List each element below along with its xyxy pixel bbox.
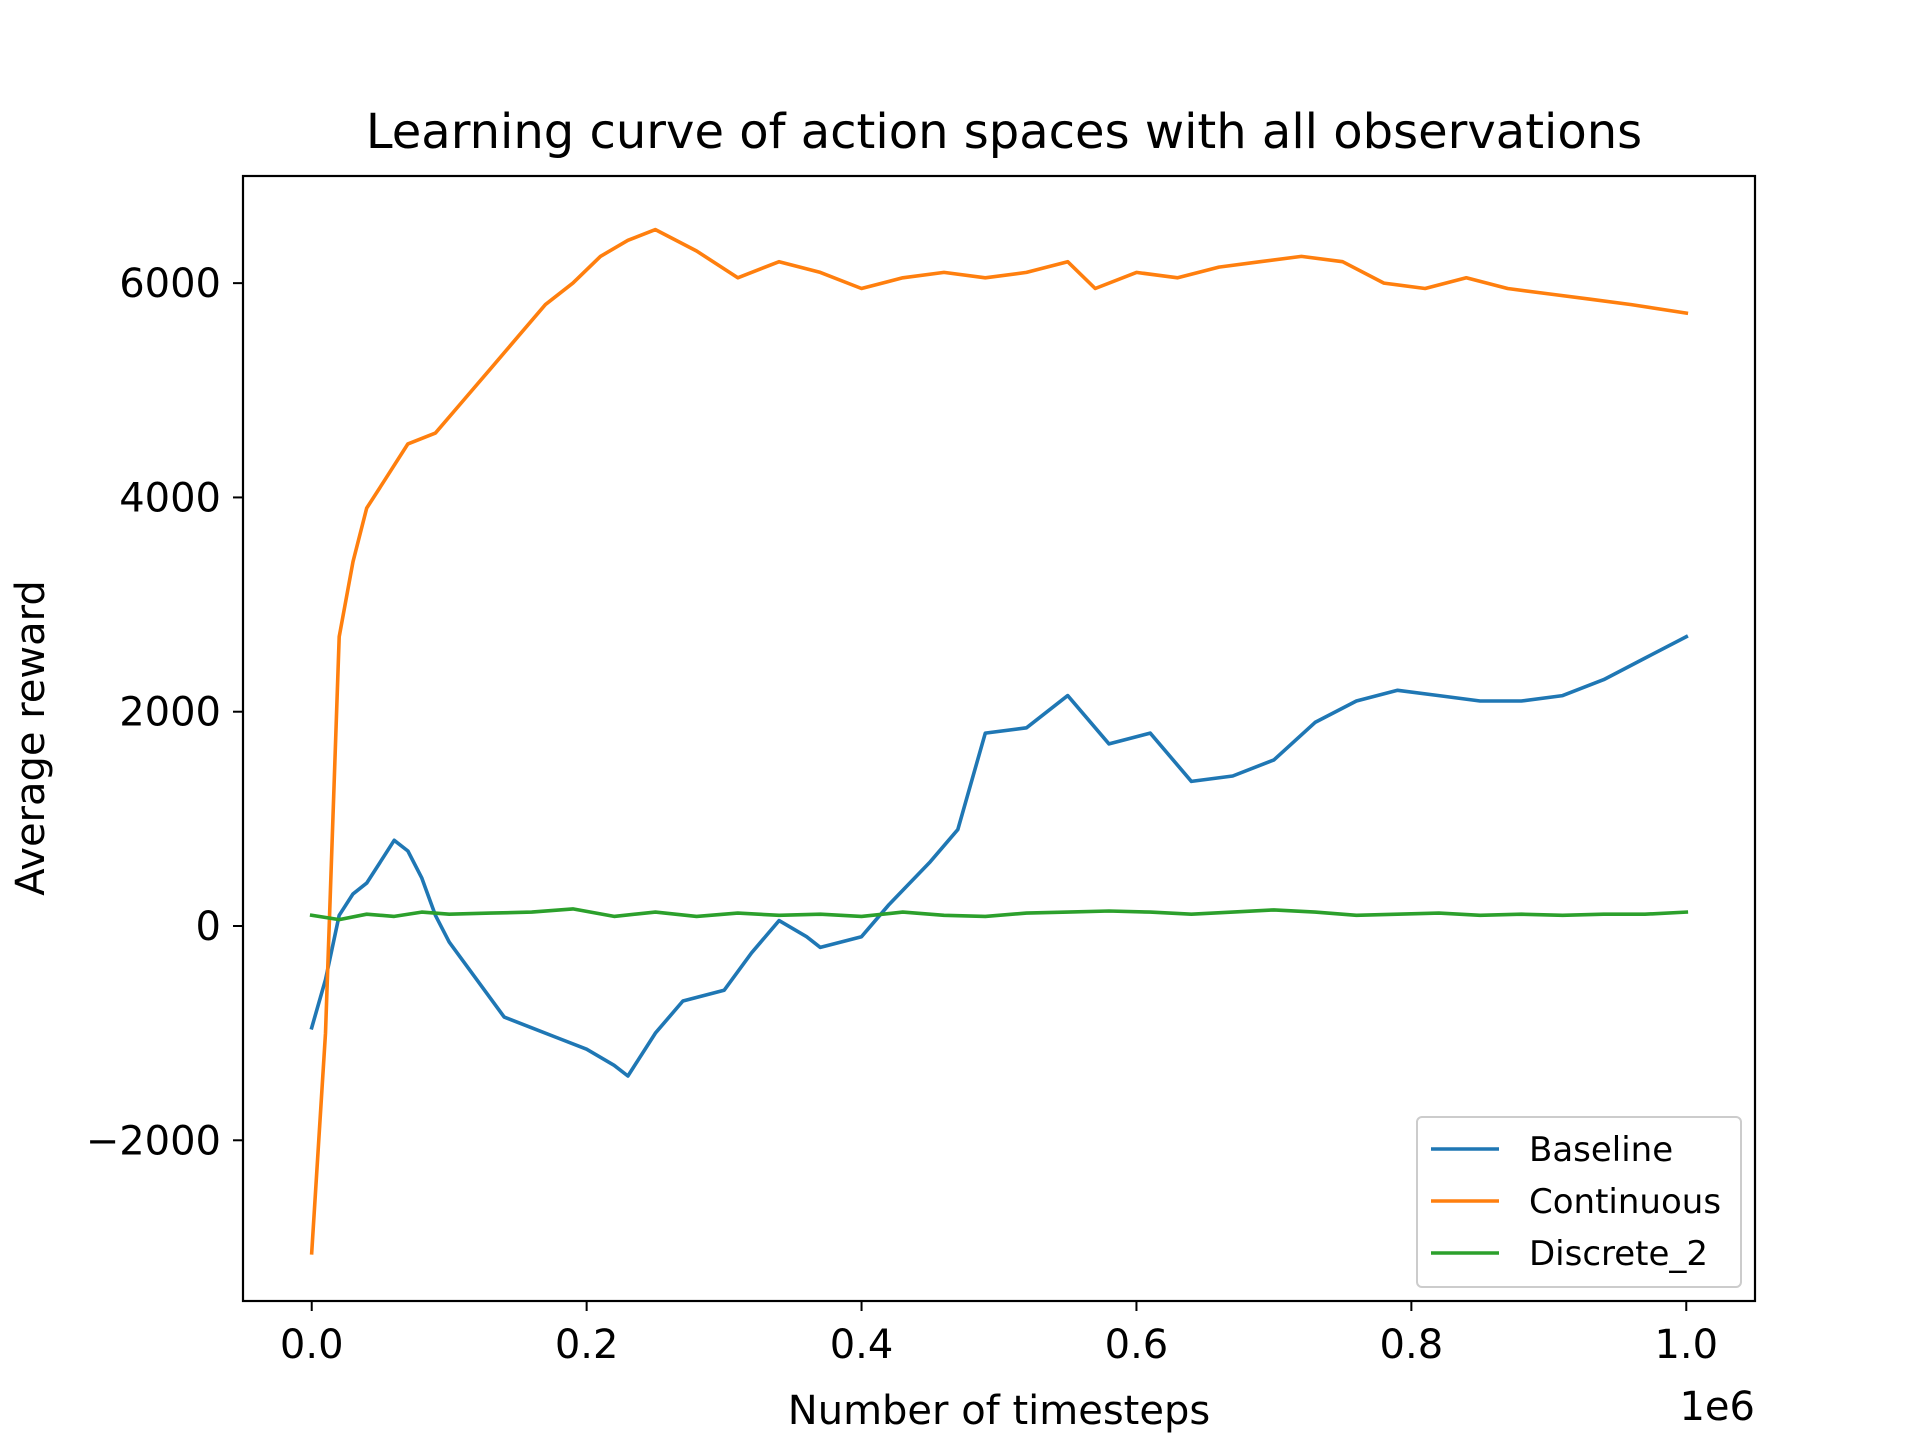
y-tick-label: 4000	[119, 475, 221, 521]
x-axis-offset-label: 1e6	[1679, 1384, 1755, 1430]
x-tick-label: 1.0	[1654, 1322, 1718, 1368]
legend: Baseline Continuous Discrete_2	[1416, 1116, 1742, 1288]
x-tick-label: 0.4	[830, 1322, 894, 1368]
x-tick-label: 0.2	[555, 1322, 619, 1368]
y-tick-label: 0	[196, 904, 221, 950]
plot-lines	[309, 227, 1689, 1255]
series-line-baseline	[309, 634, 1689, 1078]
series-line-discrete-2	[309, 907, 1689, 922]
y-axis-ticks: −2000 0 2000 4000 6000	[86, 261, 243, 1164]
y-tick-label: 6000	[119, 261, 221, 307]
legend-label: Discrete_2	[1529, 1234, 1708, 1274]
chart-title: Learning curve of action spaces with all…	[366, 104, 1642, 160]
plot-frame	[241, 174, 1757, 1303]
x-tick-label: 0.0	[280, 1322, 344, 1368]
y-tick-label: 2000	[119, 690, 221, 736]
legend-label: Baseline	[1529, 1130, 1673, 1170]
y-tick-label: −2000	[86, 1118, 221, 1164]
x-axis-label: Number of timesteps	[788, 1388, 1210, 1434]
legend-box	[1416, 1116, 1742, 1288]
y-axis-label: Average reward	[8, 580, 54, 896]
x-axis-ticks: 0.0 0.2 0.4 0.6 0.8 1.0	[280, 1301, 1718, 1368]
series-line-continuous	[309, 227, 1689, 1255]
x-tick-label: 0.8	[1380, 1322, 1444, 1368]
x-tick-label: 0.6	[1105, 1322, 1169, 1368]
legend-label: Continuous	[1529, 1182, 1721, 1222]
